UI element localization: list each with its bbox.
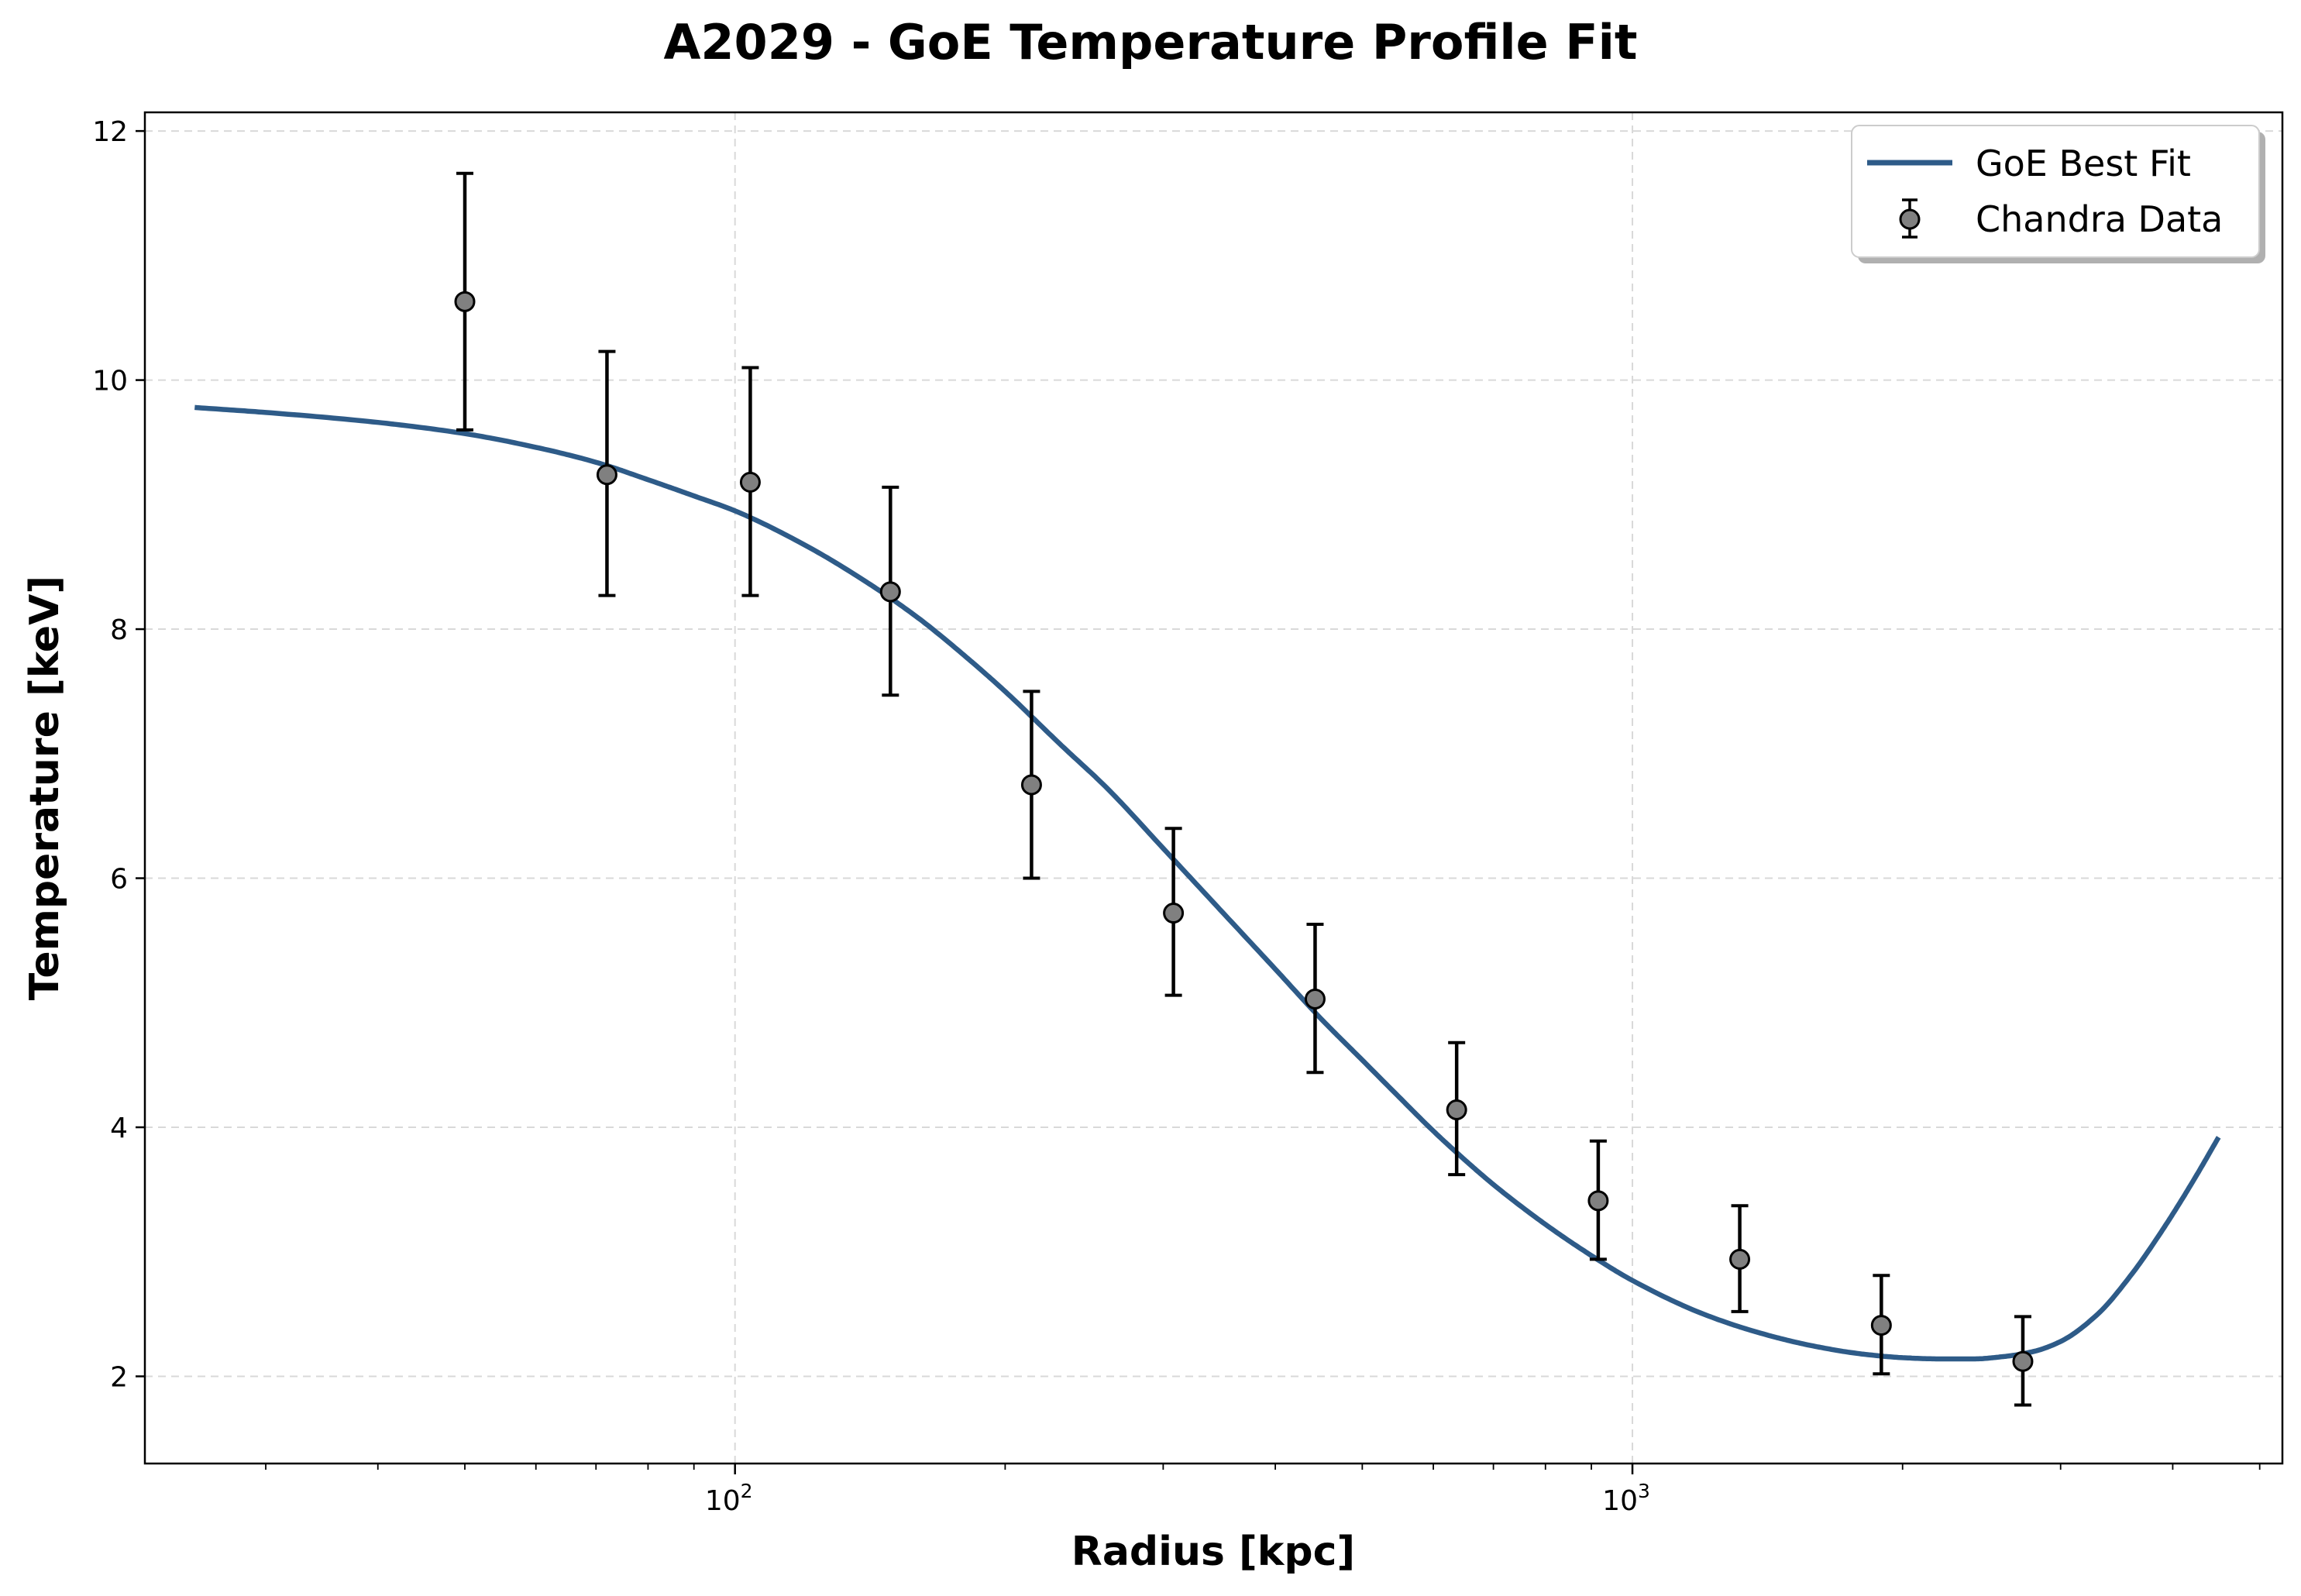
legend-label-data: Chandra Data xyxy=(1976,198,2223,240)
y-tick-label: 12 xyxy=(92,116,128,148)
data-marker xyxy=(879,581,901,603)
axis-ticks: 2 4 6 8 10 12 102 103 xyxy=(92,116,2261,1517)
data-marker xyxy=(1870,1315,1892,1336)
data-point xyxy=(739,366,761,597)
data-marker xyxy=(1729,1248,1751,1270)
y-tick-label: 6 xyxy=(110,864,128,896)
data-point xyxy=(1587,1139,1609,1261)
y-tick-label: 8 xyxy=(110,614,128,646)
plot-frame xyxy=(143,111,2284,1465)
legend-box xyxy=(1851,125,2260,258)
data-points-layer xyxy=(454,171,2034,1407)
data-point xyxy=(1020,690,1042,880)
legend-label-fit: GoE Best Fit xyxy=(1976,143,2191,184)
x-tick-label: 103 xyxy=(1602,1480,1650,1517)
data-marker xyxy=(1163,903,1185,924)
data-marker xyxy=(739,471,761,493)
data-point xyxy=(879,485,901,697)
data-point xyxy=(454,171,476,432)
y-tick-label: 10 xyxy=(92,366,128,397)
data-marker xyxy=(1446,1099,1467,1121)
y-tick-label: 2 xyxy=(110,1361,128,1393)
data-point xyxy=(2012,1315,2034,1407)
x-tick-label: 102 xyxy=(705,1480,753,1517)
legend-marker-icon xyxy=(1899,208,1921,230)
chart-title: A2029 - GoE Temperature Profile Fit xyxy=(663,14,1638,71)
y-axis-label: Temperature [keV] xyxy=(22,576,68,1000)
fit-curve-line xyxy=(194,404,2221,1362)
plot-area xyxy=(145,112,2282,1464)
data-marker xyxy=(454,291,476,312)
x-axis-label: Radius [kpc] xyxy=(1071,1529,1355,1575)
data-point xyxy=(1446,1040,1467,1177)
data-point xyxy=(1304,923,1326,1075)
fit-curve-layer xyxy=(194,404,2221,1362)
grid-lines xyxy=(145,112,2282,1464)
data-marker xyxy=(596,464,617,486)
data-marker xyxy=(1587,1190,1609,1212)
data-marker xyxy=(1020,774,1042,796)
data-point xyxy=(1163,827,1185,997)
data-point xyxy=(1870,1274,1892,1376)
data-marker xyxy=(1304,988,1326,1010)
data-point xyxy=(596,349,617,597)
data-marker xyxy=(2012,1350,2034,1372)
y-tick-label: 4 xyxy=(110,1113,128,1144)
legend: GoE Best Fit Chandra Data xyxy=(1851,125,2265,263)
data-point xyxy=(1729,1204,1751,1313)
